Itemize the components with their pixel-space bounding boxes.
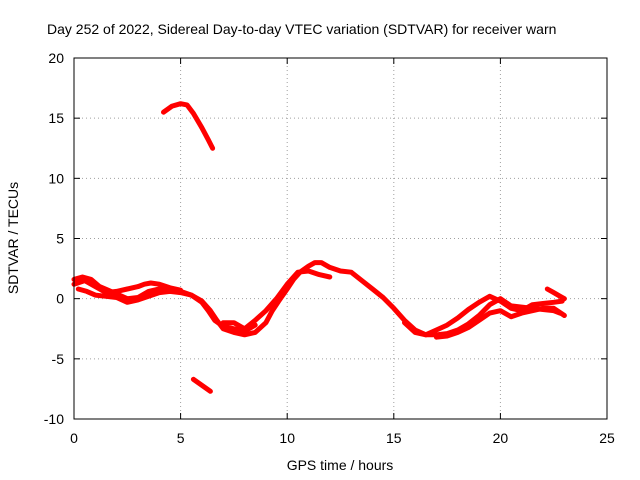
series-upper-arc <box>161 101 216 151</box>
y-tick-label: -10 <box>44 411 64 427</box>
series-track-a <box>71 278 184 296</box>
y-tick-label: 0 <box>56 291 64 307</box>
series-main-track <box>178 260 563 338</box>
y-tick-label: 20 <box>48 50 64 66</box>
y-tick-labels: -10 -5 0 5 10 15 20 <box>44 50 64 427</box>
series-lower-arc <box>190 376 213 394</box>
grid-lines <box>74 58 607 419</box>
y-tick-label: 10 <box>48 170 64 186</box>
x-tick-label: 20 <box>493 430 509 446</box>
series-track-e <box>402 293 565 338</box>
x-tick-label: 5 <box>177 430 185 446</box>
x-tick-label: 10 <box>279 430 295 446</box>
y-tick-label: -5 <box>52 351 65 367</box>
axis-ticks <box>73 57 608 420</box>
series-track-f <box>433 305 567 340</box>
y-tick-label: 15 <box>48 110 64 126</box>
y-tick-label: 5 <box>56 231 64 247</box>
data-series <box>71 101 567 394</box>
plot-frame <box>73 57 608 420</box>
x-tick-label: 0 <box>70 430 78 446</box>
x-axis-label: GPS time / hours <box>287 457 394 473</box>
x-tick-labels: 0 5 10 15 20 25 <box>70 430 615 446</box>
series-end-arc <box>544 286 567 302</box>
y-axis-label: SDTVAR / TECUs <box>5 182 21 294</box>
x-tick-label: 15 <box>386 430 402 446</box>
series-track-b <box>71 274 173 302</box>
series-track-d <box>220 268 333 332</box>
x-tick-label: 25 <box>599 430 615 446</box>
chart-title: Day 252 of 2022, Sidereal Day-to-day VTE… <box>47 21 556 37</box>
